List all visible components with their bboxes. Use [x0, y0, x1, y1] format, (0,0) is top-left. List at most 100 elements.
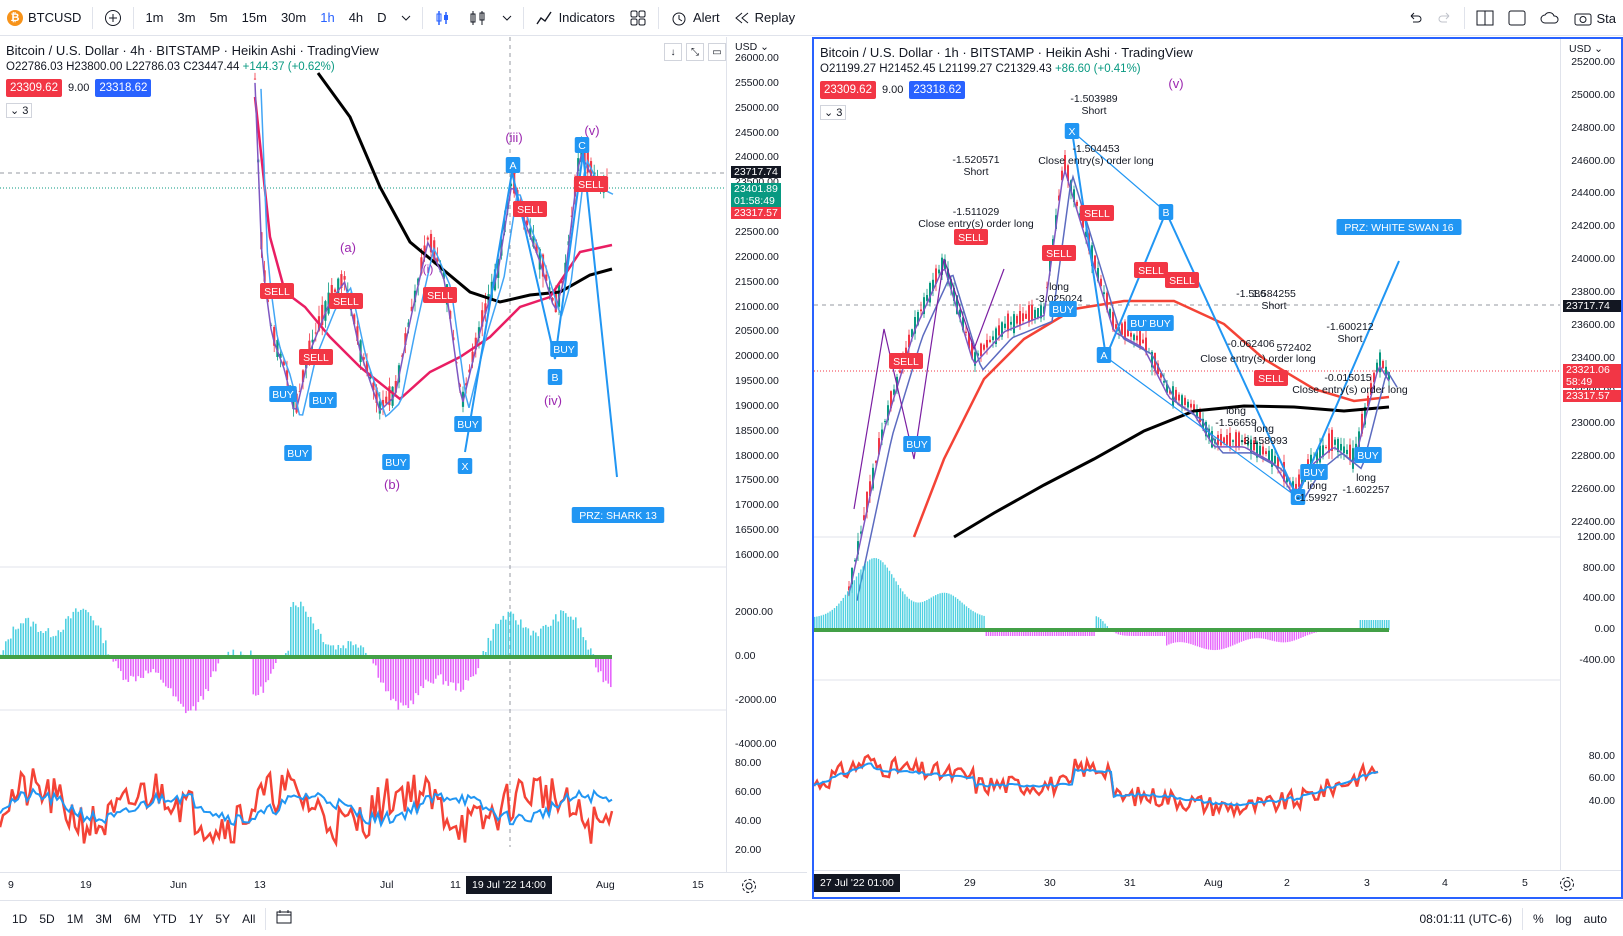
cloud-icon[interactable]	[1533, 0, 1567, 36]
candle-body	[1133, 334, 1135, 341]
layouts-icon[interactable]	[622, 0, 654, 36]
macd-bar	[362, 647, 365, 657]
currency-label[interactable]: USD ⌄	[735, 41, 769, 53]
indicators-button[interactable]: Indicators	[528, 0, 622, 36]
candle-body	[1139, 327, 1141, 349]
trade-annotation: Short	[1261, 300, 1286, 312]
sell-signal: SELL	[1084, 208, 1110, 220]
gear-icon[interactable]	[740, 877, 762, 895]
candle-body	[887, 405, 889, 421]
bid-tag[interactable]: 23309.62	[6, 79, 62, 97]
range-1m[interactable]: 1M	[66, 911, 84, 926]
range-6m[interactable]: 6M	[124, 911, 141, 926]
interval-1m[interactable]: 1m	[145, 10, 164, 25]
ask-tag[interactable]: 23318.62	[95, 79, 152, 97]
clock-timezone[interactable]: 08:01:11 (UTC-6)	[1419, 911, 1512, 926]
right-price-axis[interactable]: USD ⌄ 25200.00 25000.00 24800.00 24600.00 24…	[1560, 39, 1621, 897]
macd-bar	[1007, 630, 1009, 636]
macd-bar	[290, 606, 292, 657]
bar-style-icon[interactable]	[427, 0, 461, 36]
right-time-axis[interactable]: 29 30 31 Aug 2 3 4 5 27 Jul '22 01:00	[814, 870, 1621, 897]
maximize-icon[interactable]: ▭	[708, 43, 726, 61]
candle-body	[509, 183, 513, 187]
macd-bar	[926, 600, 928, 630]
candle-body	[971, 342, 973, 359]
candle-body	[1193, 404, 1195, 411]
right-chart-pane[interactable]: X A B C (v) -1.503989 Short -1.504453 Close entr…	[812, 37, 1623, 899]
compare-add-icon[interactable]	[97, 0, 129, 36]
left-time-axis[interactable]: 9 19 Jun 13 Jul 11 Aug 15 19 Jul '22 14:00	[0, 872, 807, 899]
macd-bar	[187, 657, 190, 711]
interval-5m[interactable]: 5m	[209, 10, 228, 25]
interval-d[interactable]: D	[377, 10, 387, 25]
percent-toggle[interactable]: %	[1532, 911, 1544, 926]
left-price-axis[interactable]: USD ⌄ 26000.00 25500.00 25000.00 24500.00 24…	[726, 37, 807, 899]
macd-bar	[1273, 630, 1276, 642]
trade-annotation: -0.062406	[1227, 338, 1274, 350]
date-range-icon[interactable]	[270, 910, 298, 927]
macd-bar	[899, 588, 902, 630]
bid-tag[interactable]: 23309.62	[820, 81, 876, 99]
range-5d[interactable]: 5D	[39, 911, 55, 926]
macd-bar	[1276, 630, 1278, 642]
trade-annotation: long	[1307, 480, 1327, 492]
undo-icon[interactable]	[1400, 0, 1430, 36]
spread-value: 9.00	[881, 84, 904, 96]
range-all[interactable]: All	[242, 911, 256, 926]
candle-body	[1166, 384, 1168, 393]
interval-1h[interactable]: 1h	[320, 10, 335, 25]
candle-body	[372, 382, 375, 391]
camera-icon[interactable]: Sta	[1567, 0, 1623, 36]
candle-body	[1169, 390, 1171, 394]
macd-bar	[1271, 630, 1273, 641]
macd-bar	[1036, 630, 1038, 636]
interval-3m[interactable]: 3m	[177, 10, 196, 25]
candle-type-icon[interactable]	[461, 0, 495, 36]
indicator-count-toggle[interactable]: ⌄ 3	[6, 103, 33, 118]
fullscreen-icon[interactable]	[1501, 0, 1533, 36]
macd-bar	[57, 630, 60, 657]
macd-bar	[62, 629, 65, 657]
time-tick-label: 31	[1124, 877, 1136, 889]
left-chart-canvas[interactable]: (a) (b) (iii) (iv) (v) (i) A B C X SELL SELL SELL SEL…	[0, 37, 807, 873]
symbol-search[interactable]: ₿ BTCUSD	[0, 0, 88, 36]
chevron-down-icon[interactable]	[495, 0, 519, 36]
replay-button[interactable]: Replay	[727, 0, 802, 36]
range-3m[interactable]: 3M	[95, 911, 113, 926]
indicator-count-toggle[interactable]: ⌄ 3	[820, 105, 847, 120]
currency-label[interactable]: USD ⌄	[1569, 43, 1603, 55]
macd-bar	[422, 657, 425, 689]
interval-4h[interactable]: 4h	[348, 10, 364, 25]
left-chart-pane[interactable]: (a) (b) (iii) (iv) (v) (i) A B C X SELL SELL SELL SEL…	[0, 37, 807, 899]
candle-body	[1331, 429, 1333, 451]
ask-tag[interactable]: 23318.62	[909, 81, 966, 99]
candle-body	[872, 467, 874, 489]
macd-bar	[100, 627, 102, 657]
layout-split-icon[interactable]	[1469, 0, 1501, 36]
collapse-icon[interactable]: ⤡	[686, 43, 704, 61]
range-1y[interactable]: 1Y	[188, 911, 204, 926]
interval-15m[interactable]: 15m	[241, 10, 267, 25]
range-ytd[interactable]: YTD	[152, 911, 177, 926]
redo-icon[interactable]	[1430, 0, 1460, 36]
gear-icon[interactable]	[1558, 875, 1580, 893]
interval-30m[interactable]: 30m	[280, 10, 307, 25]
price-tick-label: 21000.00	[735, 300, 779, 313]
pattern-point-b-bg	[547, 369, 563, 385]
macd-bar	[67, 616, 70, 657]
time-tick-label: 3	[1364, 877, 1370, 889]
range-5y[interactable]: 5Y	[215, 911, 231, 926]
macd-bar	[65, 618, 67, 657]
macd-bar	[542, 625, 545, 657]
price-tick-label: 23000.00	[1571, 417, 1615, 430]
chevron-down-icon[interactable]	[394, 0, 418, 36]
macd-bar	[112, 657, 115, 662]
macd-bar	[167, 657, 170, 689]
macd-bar	[946, 592, 948, 630]
auto-toggle[interactable]: auto	[1583, 911, 1607, 926]
range-1d[interactable]: 1D	[12, 911, 28, 926]
alert-button[interactable]: Alert	[663, 0, 727, 36]
arrow-down-icon[interactable]: ↓	[664, 43, 682, 61]
log-toggle[interactable]: log	[1555, 911, 1572, 926]
